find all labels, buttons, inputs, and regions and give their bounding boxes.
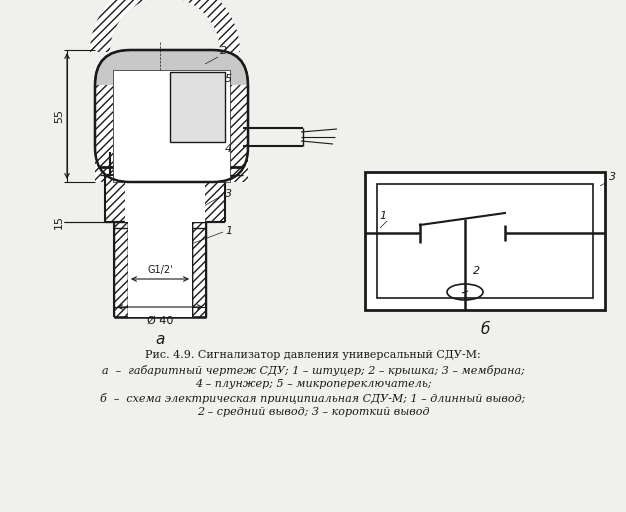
FancyBboxPatch shape: [95, 50, 248, 182]
Text: Ø 40: Ø 40: [147, 316, 173, 326]
Text: G1/2': G1/2': [147, 265, 173, 275]
Text: Рис. 4.9. Сигнализатор давления универсальный СДУ-М:: Рис. 4.9. Сигнализатор давления универса…: [145, 350, 481, 360]
Wedge shape: [90, 0, 240, 52]
Text: б  –  схема электрическая принципиальная СДУ-М; 1 – длинный вывод;: б – схема электрическая принципиальная С…: [100, 393, 526, 404]
Bar: [365, 172, 605, 310]
Text: 55: 55: [54, 109, 64, 123]
Text: 4: 4: [225, 144, 232, 154]
Text: 4 – плунжер; 5 – микропереключатель;: 4 – плунжер; 5 – микропереключатель;: [195, 379, 431, 389]
Text: 15: 15: [54, 215, 64, 229]
Text: 2: 2: [220, 46, 227, 56]
Bar: [205, 175, 225, 222]
Bar: [128, 222, 192, 317]
Text: 5: 5: [225, 74, 232, 84]
Bar: [113, 70, 230, 182]
Bar: [192, 222, 206, 317]
Bar: [125, 175, 205, 222]
Text: а  –  габаритный чертеж СДУ; 1 – штуцер; 2 – крышка; 3 – мембрана;: а – габаритный чертеж СДУ; 1 – штуцер; 2…: [101, 365, 525, 376]
Bar: [95, 85, 113, 182]
Text: 2: 2: [473, 266, 480, 276]
Bar: [170, 72, 225, 142]
Text: б: б: [480, 322, 490, 337]
Text: 2 – средний вывод; 3 – короткий вывод: 2 – средний вывод; 3 – короткий вывод: [197, 407, 429, 417]
Text: 1: 1: [379, 211, 386, 221]
Text: 3: 3: [225, 189, 232, 199]
Bar: [377, 184, 593, 298]
Bar: [114, 222, 128, 317]
Text: а: а: [155, 332, 165, 347]
Text: 1: 1: [225, 226, 232, 236]
Bar: [105, 175, 125, 222]
Bar: [230, 85, 248, 182]
Text: 3: 3: [609, 172, 616, 182]
